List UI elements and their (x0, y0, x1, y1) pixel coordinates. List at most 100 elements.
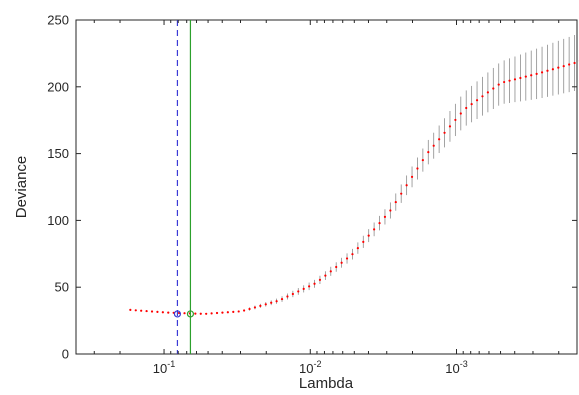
data-point (508, 79, 511, 82)
data-point (513, 78, 517, 81)
data-point (156, 310, 159, 313)
data-point (329, 270, 332, 273)
data-point (194, 312, 197, 315)
data-point (535, 72, 538, 75)
data-point (205, 312, 208, 315)
data-point (243, 309, 246, 312)
data-point (367, 234, 370, 237)
data-point (161, 311, 164, 314)
data-point (459, 112, 462, 115)
y-axis-ticks: 0 50 100 150 200 250 (47, 13, 577, 362)
y-tick-label: 100 (47, 213, 69, 228)
data-point (562, 64, 565, 68)
data-point (530, 74, 533, 77)
data-point (226, 311, 229, 314)
data-point (259, 304, 262, 307)
data-point (492, 87, 495, 90)
data-point (448, 125, 452, 128)
selection-marker (173, 310, 182, 318)
data-point (540, 71, 544, 74)
data-point (378, 222, 381, 225)
data-point (129, 308, 132, 312)
data-point (503, 80, 506, 84)
data-point (432, 144, 435, 147)
data-point (248, 307, 251, 311)
data-point (427, 151, 430, 154)
data-point (454, 118, 457, 122)
x-tick-label: 10-2 (299, 359, 321, 376)
data-point (140, 309, 143, 312)
data-point (183, 312, 186, 315)
y-axis-label: Deviance (13, 156, 30, 219)
data-point (335, 265, 338, 269)
data-point (253, 306, 257, 309)
data-point (475, 99, 479, 102)
y-tick-label: 50 (55, 280, 69, 295)
data-point (465, 106, 468, 110)
data-point (318, 278, 322, 281)
y-tick-label: 150 (47, 146, 69, 161)
y-tick-label: 0 (62, 347, 69, 362)
data-point (546, 69, 549, 72)
data-point (313, 282, 316, 285)
data-point (291, 292, 294, 296)
data-point (410, 175, 414, 178)
data-point (210, 312, 213, 315)
data-point (394, 200, 397, 204)
reference-lines (173, 20, 195, 354)
x-tick-label: 10-3 (445, 359, 467, 376)
data-point (215, 311, 219, 315)
data-point (519, 76, 522, 80)
data-point (275, 300, 278, 303)
data-point (345, 257, 349, 260)
data-point (373, 228, 376, 231)
data-point (356, 246, 359, 250)
data-point (405, 184, 408, 187)
data-point (573, 61, 576, 65)
data-point (232, 310, 235, 313)
data-point (551, 68, 554, 71)
data-point (199, 312, 202, 315)
data-point (308, 285, 311, 288)
data-point (389, 209, 392, 212)
plot-frame (75, 19, 578, 355)
data-point (362, 240, 365, 243)
x-axis-label: Lambda (299, 375, 354, 392)
data-point (481, 95, 484, 98)
data-point (286, 295, 289, 298)
series-points (129, 60, 579, 315)
data-point (568, 63, 571, 66)
data-point (443, 131, 446, 134)
data-point (438, 138, 441, 141)
data-point (237, 310, 240, 313)
data-point (297, 290, 300, 293)
selection-marker (186, 310, 195, 318)
x-axis-ticks: 10-110-210-310-4 (75, 20, 560, 376)
data-point (145, 309, 148, 313)
y-tick-label: 200 (47, 79, 69, 94)
data-point (351, 253, 354, 256)
data-point (486, 91, 489, 94)
data-point (264, 303, 267, 306)
data-point (416, 167, 419, 170)
data-point (470, 103, 473, 106)
data-point (497, 83, 500, 86)
data-point (150, 310, 154, 313)
data-point (400, 192, 403, 195)
data-point (134, 309, 137, 312)
data-point (421, 158, 424, 162)
data-point (340, 261, 343, 264)
data-point (302, 287, 305, 290)
data-point (270, 301, 273, 304)
x-tick-label: 10-1 (153, 359, 175, 376)
plot-area (75, 19, 578, 355)
data-point (324, 274, 327, 277)
data-point (557, 66, 560, 69)
data-point (280, 297, 284, 301)
data-point (383, 215, 387, 218)
data-point (221, 311, 224, 314)
y-tick-label: 250 (47, 13, 69, 28)
data-point (167, 311, 170, 314)
data-point (524, 75, 527, 78)
